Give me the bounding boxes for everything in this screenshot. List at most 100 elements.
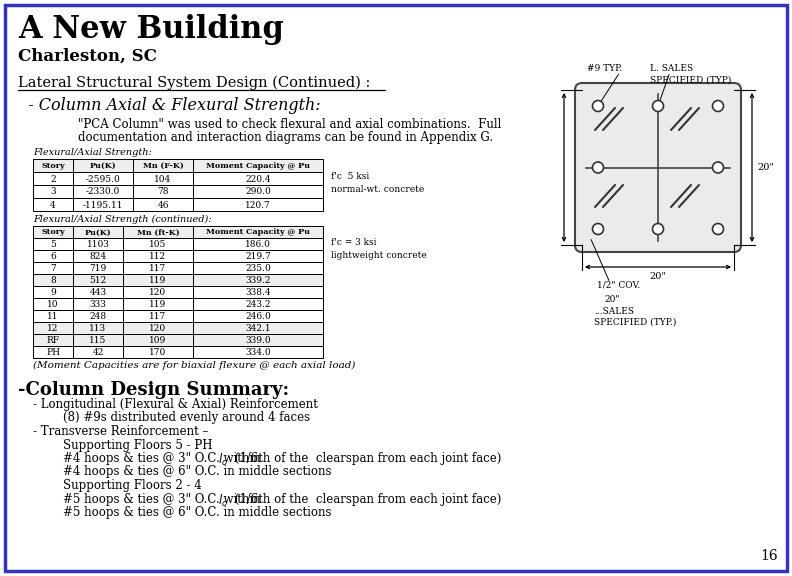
Text: (Moment Capacities are for biaxial flexure @ each axial load): (Moment Capacities are for biaxial flexu… (33, 361, 356, 370)
Bar (123, 226, 193, 238)
Circle shape (713, 162, 724, 173)
Text: (8) #9s distributed evenly around 4 faces: (8) #9s distributed evenly around 4 face… (18, 411, 310, 425)
Text: 10: 10 (48, 300, 59, 309)
Bar (193, 185, 323, 198)
Text: 1103: 1103 (86, 240, 109, 249)
Bar (193, 172, 323, 185)
Text: 333: 333 (89, 300, 106, 309)
Text: 119: 119 (150, 300, 166, 309)
Bar (33, 346, 73, 358)
Bar (193, 334, 323, 346)
Bar (193, 238, 323, 250)
Bar (123, 310, 193, 322)
Text: -1195.11: -1195.11 (82, 200, 124, 210)
Bar (193, 250, 323, 262)
Text: Supporting Floors 2 - 4: Supporting Floors 2 - 4 (18, 479, 202, 492)
Bar (33, 286, 73, 298)
Text: #5 hoops & ties @ 3" O.C. within: #5 hoops & ties @ 3" O.C. within (18, 492, 265, 506)
Text: 109: 109 (150, 336, 166, 345)
Bar (123, 334, 193, 346)
Text: RF: RF (47, 336, 59, 345)
Text: PH: PH (46, 348, 60, 357)
Text: Lateral Structural System Design (Continued) :: Lateral Structural System Design (Contin… (18, 76, 371, 90)
Text: "PCA Column" was used to check flexural and axial combinations.  Full: "PCA Column" was used to check flexural … (78, 118, 501, 131)
Bar (33, 185, 73, 198)
Text: 719: 719 (89, 264, 107, 273)
Text: 8: 8 (50, 276, 56, 285)
Text: Flexural/Axial Strength (continued):: Flexural/Axial Strength (continued): (33, 215, 211, 224)
Text: -2330.0: -2330.0 (86, 188, 120, 196)
Bar (33, 334, 73, 346)
Text: f'c = 3 ksi: f'c = 3 ksi (331, 238, 376, 247)
Text: - Transverse Reinforcement –: - Transverse Reinforcement – (18, 425, 208, 438)
Text: 117: 117 (150, 312, 166, 321)
Text: lightweight concrete: lightweight concrete (331, 251, 427, 260)
Text: 7: 7 (50, 264, 56, 273)
Bar (33, 274, 73, 286)
Text: Story: Story (41, 229, 65, 237)
Text: 4: 4 (50, 200, 56, 210)
Bar (123, 250, 193, 262)
Text: 42: 42 (93, 348, 104, 357)
Text: -2595.0: -2595.0 (86, 175, 120, 184)
Text: Moment Capacity @ Pu: Moment Capacity @ Pu (206, 162, 310, 170)
Text: Supporting Floors 5 - PH: Supporting Floors 5 - PH (18, 438, 212, 452)
Text: f'c  5 ksi: f'c 5 ksi (331, 172, 369, 181)
Text: Story: Story (41, 162, 65, 170)
Bar (193, 310, 323, 322)
Text: ...SALES: ...SALES (594, 307, 634, 316)
Bar (193, 346, 323, 358)
Bar (33, 310, 73, 322)
Text: 16: 16 (760, 549, 778, 563)
Text: 120: 120 (150, 324, 166, 333)
Text: 78: 78 (158, 188, 169, 196)
Bar (123, 262, 193, 274)
Bar (193, 274, 323, 286)
Bar (193, 322, 323, 334)
Bar (193, 159, 323, 172)
Text: documentation and interaction diagrams can be found in Appendix G.: documentation and interaction diagrams c… (78, 131, 493, 144)
Bar (193, 286, 323, 298)
Text: 120: 120 (150, 288, 166, 297)
Bar (73, 298, 123, 310)
Text: normal-wt. concrete: normal-wt. concrete (331, 185, 425, 194)
Bar (73, 322, 123, 334)
Text: 219.7: 219.7 (246, 252, 271, 261)
Text: 20": 20" (757, 163, 774, 172)
Text: 512: 512 (89, 276, 107, 285)
Text: Pu(K): Pu(K) (89, 162, 116, 170)
Bar (123, 298, 193, 310)
Text: SPECIFIED (TYP): SPECIFIED (TYP) (650, 76, 731, 85)
Text: (1/6th of the  clearspan from each joint face): (1/6th of the clearspan from each joint … (231, 492, 501, 506)
Text: #4 hoops & ties @ 6" O.C. in middle sections: #4 hoops & ties @ 6" O.C. in middle sect… (18, 465, 332, 479)
Text: 115: 115 (89, 336, 107, 345)
Text: (1/6th of the  clearspan from each joint face): (1/6th of the clearspan from each joint … (231, 452, 501, 465)
Bar (73, 238, 123, 250)
Text: 186.0: 186.0 (245, 240, 271, 249)
Text: 104: 104 (154, 175, 172, 184)
Text: - Column Axial & Flexural Strength:: - Column Axial & Flexural Strength: (18, 97, 321, 114)
Text: 119: 119 (150, 276, 166, 285)
Bar (123, 346, 193, 358)
Bar (73, 226, 123, 238)
Text: #4 hoops & ties @ 3" O.C. within: #4 hoops & ties @ 3" O.C. within (18, 452, 265, 465)
Bar (193, 226, 323, 238)
Text: Mn (F-K): Mn (F-K) (143, 162, 184, 170)
Text: 170: 170 (150, 348, 166, 357)
Text: Flexural/Axial Strength:: Flexural/Axial Strength: (33, 148, 152, 157)
Bar (33, 298, 73, 310)
Bar (73, 274, 123, 286)
Circle shape (592, 223, 604, 234)
Text: 248: 248 (89, 312, 107, 321)
Text: $l_o$: $l_o$ (219, 452, 228, 468)
Text: #9 TYP.: #9 TYP. (587, 64, 623, 73)
Text: SPECIFIED (TYP.): SPECIFIED (TYP.) (594, 318, 676, 327)
Text: 20": 20" (604, 295, 620, 304)
Bar (123, 274, 193, 286)
Text: L. SALES: L. SALES (650, 64, 693, 73)
Text: 2: 2 (50, 175, 55, 184)
Text: A New Building: A New Building (18, 14, 284, 45)
Bar (193, 198, 323, 211)
Circle shape (653, 100, 664, 112)
Bar (73, 286, 123, 298)
